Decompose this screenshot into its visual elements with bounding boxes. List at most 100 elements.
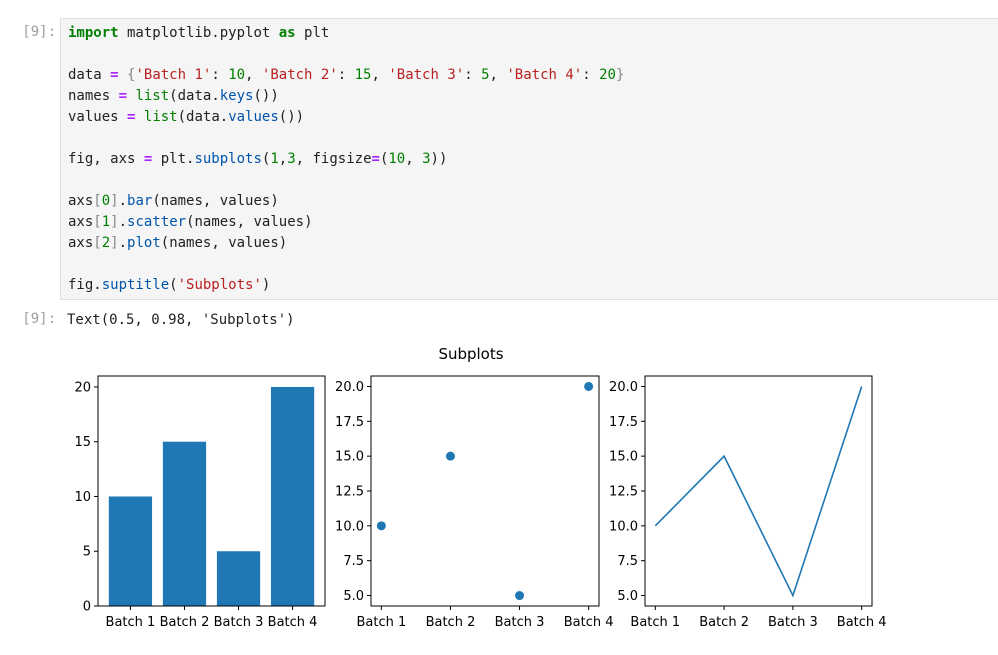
code-token: ] xyxy=(110,235,119,251)
code-token: suptitle xyxy=(101,277,170,293)
x-tick-label: Batch 3 xyxy=(768,615,818,630)
code-token: : xyxy=(211,67,229,83)
code-token: 10 xyxy=(388,151,406,167)
scatter-point xyxy=(376,521,386,531)
input-prompt: [9]: xyxy=(22,24,56,40)
code-token: ( xyxy=(379,151,389,167)
code-token: , xyxy=(278,151,288,167)
subplot-1-bar: 0 5 10 15 20 Batch 1 Batch 2 Batch 3 Batch 4 xyxy=(74,375,326,630)
code-token: (data. xyxy=(169,88,220,104)
y-tick-label: 10.0 xyxy=(609,519,638,534)
subplot-2-scatter: 5.0 7.5 10.0 12.5 15.0 17.5 20.0 Batch 1 Batch 2… xyxy=(335,375,614,630)
y-tick-label: 15.0 xyxy=(335,450,364,465)
axes-frame xyxy=(97,375,326,607)
code-token: 5 xyxy=(481,67,490,83)
y-tick-label: 5.0 xyxy=(617,589,638,604)
bar xyxy=(162,441,207,606)
y-tick-label: 17.5 xyxy=(609,415,638,430)
code-token: scatter xyxy=(127,214,187,230)
code-token: ()) xyxy=(278,109,305,125)
code-token: : xyxy=(582,67,600,83)
y-tick-label: 20 xyxy=(74,380,91,395)
axes-frame xyxy=(370,375,600,607)
code-cell-input[interactable]: import matplotlib.pyplot as plt data = {… xyxy=(60,18,998,300)
bar xyxy=(216,551,261,606)
code-token: ( xyxy=(261,151,271,167)
code-token: ( xyxy=(169,277,178,293)
y-tick-label: 10 xyxy=(74,490,91,505)
code-token: bar xyxy=(127,193,153,209)
y-tick-label: 12.5 xyxy=(335,485,364,500)
code-token: names xyxy=(68,88,119,104)
x-tick-label: Batch 1 xyxy=(106,615,156,630)
code-editor[interactable]: import matplotlib.pyplot as plt data = {… xyxy=(68,23,624,296)
y-tick-label: 12.5 xyxy=(609,485,638,500)
bar xyxy=(108,496,153,606)
code-token: plt xyxy=(295,25,330,41)
code-token: [ xyxy=(93,193,102,209)
bar xyxy=(270,386,315,606)
x-tick-label: Batch 4 xyxy=(837,615,887,630)
code-token: : xyxy=(337,67,355,83)
code-token: subplots xyxy=(194,151,262,167)
code-token: = xyxy=(110,67,119,83)
code-line: names = list(data.keys()) xyxy=(68,88,279,104)
code-token: plt. xyxy=(152,151,195,167)
code-token: = xyxy=(127,109,136,125)
code-line: axs[1].scatter(names, values) xyxy=(68,214,313,230)
code-token: 2 xyxy=(101,235,111,251)
code-line: axs[2].plot(names, values) xyxy=(68,235,287,251)
code-token: . xyxy=(118,235,128,251)
code-token: axs xyxy=(68,193,94,209)
figure-suptitle: Subplots xyxy=(438,345,503,363)
x-tick-label: Batch 2 xyxy=(426,615,476,630)
code-token: , xyxy=(371,67,389,83)
code-token: ] xyxy=(110,214,119,230)
code-token: = xyxy=(143,151,153,167)
axes-frame xyxy=(644,375,873,607)
series-line xyxy=(654,386,863,598)
code-token: 'Batch 3' xyxy=(388,67,465,83)
y-tick-label: 20.0 xyxy=(609,380,638,395)
code-token: , xyxy=(245,67,262,83)
y-tick-label: 10.0 xyxy=(335,519,364,534)
y-tick-label: 7.5 xyxy=(343,554,364,569)
code-token: 'Batch 4' xyxy=(506,67,583,83)
code-token: [ xyxy=(93,235,102,251)
code-token: . xyxy=(118,193,128,209)
y-tick-label: 5 xyxy=(83,545,91,560)
code-token: list xyxy=(135,88,170,104)
scatter-point xyxy=(515,591,525,601)
x-tick-label: Batch 2 xyxy=(699,615,749,630)
code-token: values xyxy=(228,109,279,125)
code-token: fig. xyxy=(68,277,102,293)
scatter-point xyxy=(584,381,594,391)
x-tick-label: Batch 2 xyxy=(160,615,210,630)
code-token: ()) xyxy=(253,88,279,104)
matplotlib-figure: Subplots 0 5 10 15 20 Batch 1 Batch 2 Batch 3 Ba… xyxy=(74,345,887,630)
output-prompt: [9]: xyxy=(22,311,56,327)
x-tick-label: Batch 4 xyxy=(564,615,614,630)
code-token: , figsize xyxy=(295,151,372,167)
code-token: = xyxy=(371,151,380,167)
code-token: 3 xyxy=(422,151,431,167)
code-token: ] xyxy=(110,193,119,209)
code-token xyxy=(135,109,143,125)
code-token: (data. xyxy=(177,109,229,125)
code-line: axs[0].bar(names, values) xyxy=(68,193,279,209)
code-token: ) xyxy=(261,277,271,293)
code-token: (names, values) xyxy=(152,193,279,209)
x-tick-label: Batch 1 xyxy=(356,615,406,630)
code-line: fig.suptitle('Subplots') xyxy=(68,277,270,293)
code-token: 'Subplots' xyxy=(177,277,262,293)
code-token: { xyxy=(127,67,136,83)
code-token: list xyxy=(143,109,178,125)
code-token: keys xyxy=(219,88,254,104)
y-tick-label: 5.0 xyxy=(343,589,364,604)
scatter-point xyxy=(445,451,455,461)
code-token: 15 xyxy=(354,67,372,83)
code-token: 10 xyxy=(228,67,246,83)
code-line: data = {'Batch 1': 10, 'Batch 2': 15, 'B… xyxy=(68,67,624,83)
code-token: (names, values) xyxy=(186,214,313,230)
code-line: import matplotlib.pyplot as plt xyxy=(68,25,329,41)
